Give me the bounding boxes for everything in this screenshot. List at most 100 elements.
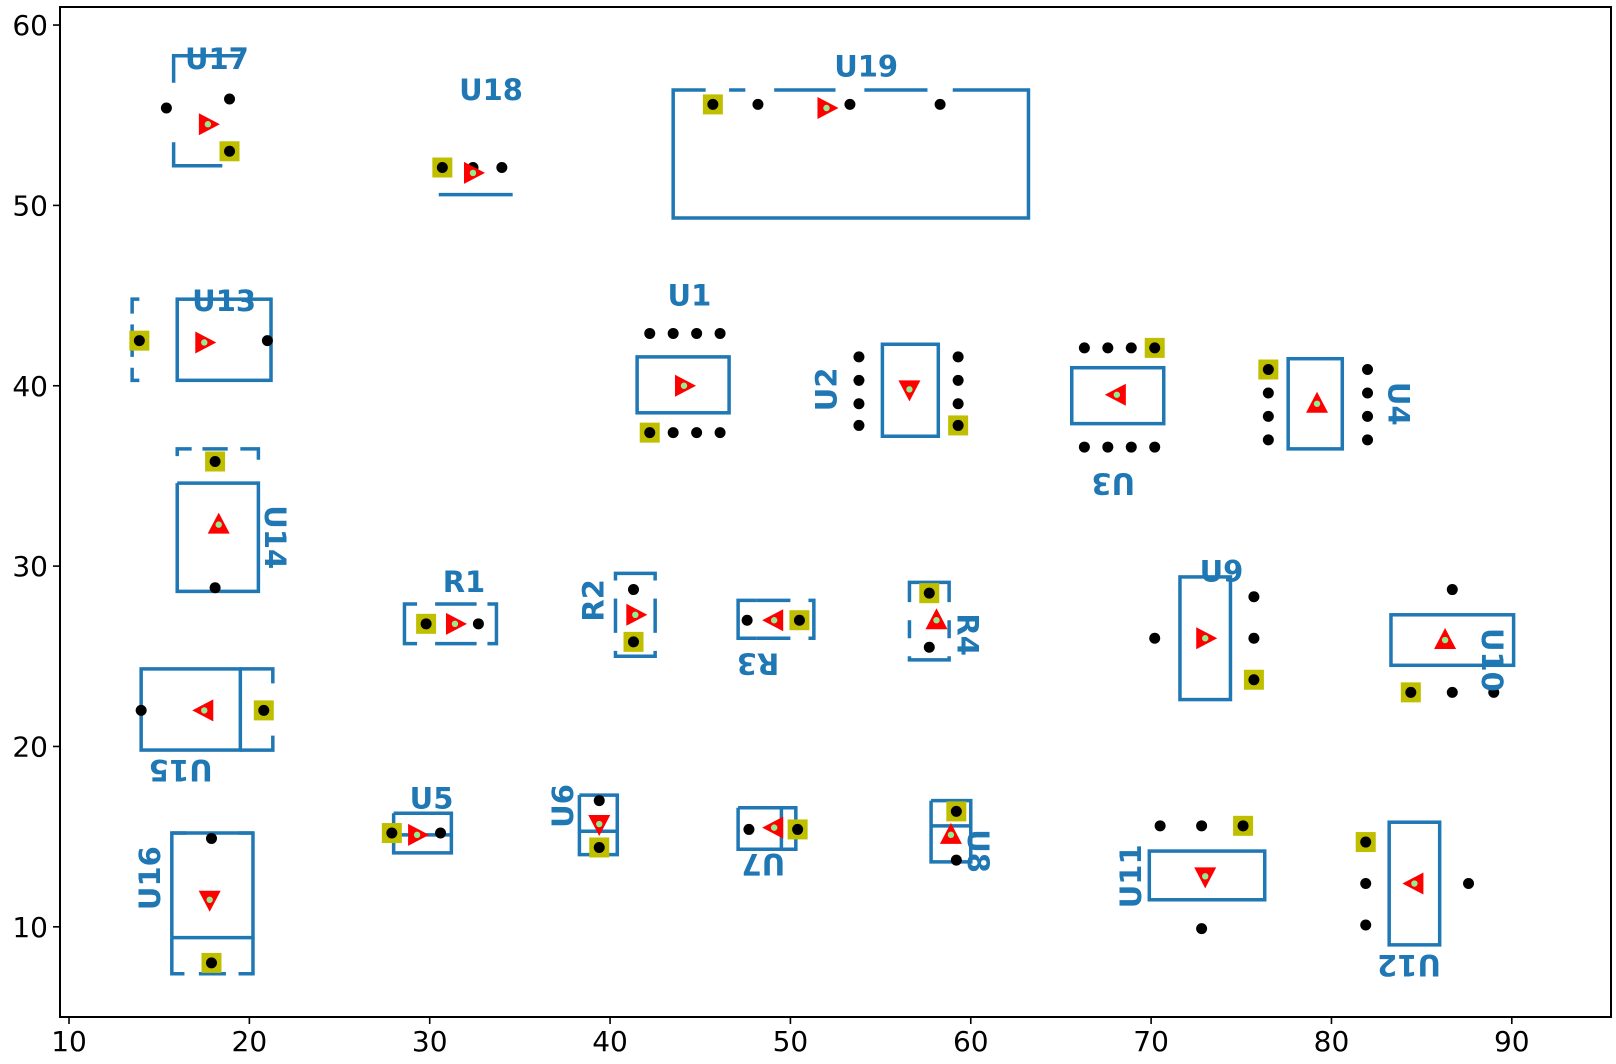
center-point (215, 521, 222, 528)
component-label: U1 (668, 278, 712, 312)
pin-1-dot (436, 162, 448, 174)
pin (950, 854, 962, 866)
y-tick-label: 40 (12, 370, 48, 403)
pin (752, 98, 764, 110)
pin (1149, 632, 1161, 644)
pin (691, 327, 703, 339)
center-point (204, 121, 212, 128)
component-outline (613, 571, 657, 581)
component-label: U4 (1381, 382, 1415, 426)
x-axis: 10 20 30 40 50 60 70 80 90 (51, 1017, 1530, 1058)
pin-1-dot (707, 98, 719, 110)
y-tick-label: 10 (12, 911, 48, 944)
component-outline (175, 481, 261, 594)
component-u14: U14 (175, 447, 292, 594)
y-tick-label: 50 (12, 189, 48, 222)
component-label: U9 (1200, 554, 1244, 588)
pin-1-dot (792, 823, 804, 835)
component-outline (171, 142, 223, 168)
pin (1362, 387, 1374, 399)
x-tick-label: 30 (412, 1025, 448, 1058)
component-r2: R2 (577, 571, 657, 659)
pin-1-dot (133, 335, 145, 347)
component-u15: U15 (135, 667, 275, 787)
pin (923, 641, 935, 653)
center-point (770, 824, 778, 831)
component-u1: U1 (635, 278, 731, 443)
center-point (201, 339, 208, 346)
component-r1: R1 (402, 565, 499, 646)
component-outline (170, 937, 185, 976)
center-point (201, 707, 208, 714)
pin (261, 335, 273, 347)
component-label: U10 (1475, 628, 1509, 692)
pin (628, 584, 640, 596)
pin (1196, 820, 1208, 832)
component-outline (736, 598, 757, 640)
pin-1-dot (644, 427, 656, 439)
center-point (596, 820, 603, 828)
center-point (680, 382, 688, 389)
pin-1-dot (205, 957, 217, 969)
pin (952, 351, 964, 363)
component-u4: U4 (1258, 356, 1415, 451)
component-outline (635, 355, 731, 415)
component-outline (487, 602, 499, 646)
component-u16: U16 (133, 831, 255, 976)
component-label: U3 (1091, 466, 1135, 500)
pin (743, 823, 755, 835)
center-point (906, 386, 913, 393)
center-point (823, 104, 830, 112)
pin-1-dot (923, 587, 935, 599)
pin (1248, 591, 1260, 603)
pin-1-dot (950, 805, 962, 817)
pin (1125, 342, 1137, 354)
pin (160, 102, 172, 114)
component-outline (929, 798, 973, 864)
component-label: U18 (459, 73, 523, 107)
component-outline (240, 447, 261, 460)
center-point (770, 617, 778, 624)
pin (952, 398, 964, 410)
center-point (451, 620, 459, 628)
x-tick-label: 10 (51, 1025, 87, 1058)
component-outline (175, 447, 192, 457)
component-outline (238, 937, 255, 976)
x-tick-label: 20 (232, 1025, 268, 1058)
pin (691, 427, 703, 439)
component-label: U5 (410, 782, 454, 816)
center-point (632, 611, 639, 619)
pin-1-dot (593, 841, 605, 853)
component-outline (402, 602, 418, 646)
pin (1446, 584, 1458, 596)
component-label: U8 (961, 829, 995, 873)
pin (844, 98, 856, 110)
center-point (1313, 400, 1321, 407)
pin-1-dot (386, 827, 398, 839)
pin (1149, 441, 1161, 453)
component-label: R3 (737, 647, 780, 681)
component-label: U13 (192, 284, 256, 318)
pin-1-dot (1237, 820, 1249, 832)
pin-1-dot (793, 614, 805, 626)
component-outline (1178, 575, 1233, 702)
pin (209, 582, 221, 594)
component-label: U6 (546, 784, 580, 828)
pin (952, 374, 964, 386)
component-label: R4 (950, 613, 984, 656)
component-outline (240, 735, 275, 752)
pin-1-dot (420, 618, 432, 630)
component-label: U7 (741, 847, 785, 881)
component-label: R1 (443, 565, 486, 599)
component-u8: U8 (929, 798, 995, 873)
y-axis: 10 20 30 40 50 60 (12, 9, 60, 944)
component-label: R2 (577, 579, 611, 622)
component-outline (130, 367, 140, 383)
pin (1102, 342, 1114, 354)
center-point (933, 617, 940, 624)
component-outline (736, 806, 798, 852)
pin (667, 327, 679, 339)
pin (496, 162, 508, 174)
component-outline (808, 598, 816, 640)
y-tick-label: 20 (12, 730, 48, 763)
